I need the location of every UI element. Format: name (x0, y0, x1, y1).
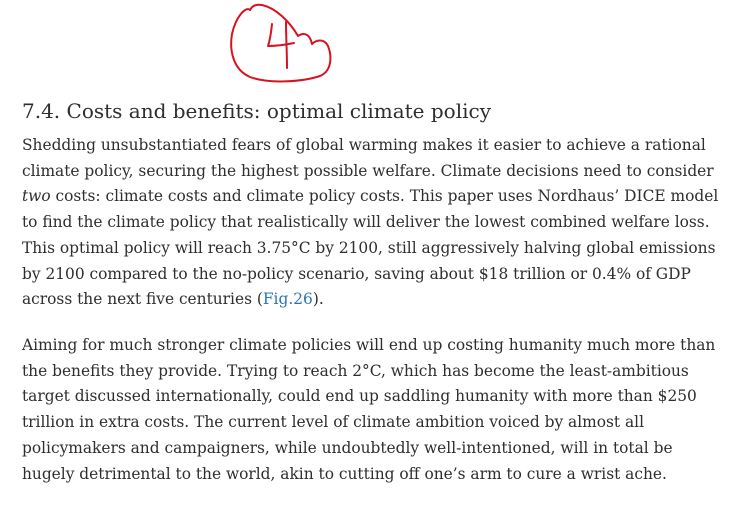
text-line: across the next five centuries (Fig.26). (22, 287, 728, 313)
text-line: by 2100 compared to the no-policy scenar… (22, 264, 691, 283)
text-line: hugely detrimental to the world, akin to… (22, 464, 667, 483)
text-line: target discussed internationally, could … (22, 387, 697, 406)
text-line: to find the climate policy that realisti… (22, 213, 710, 232)
paragraph-optimal-policy: Shedding unsubstantiated fears of global… (22, 133, 728, 313)
text-line: policymakers and campaigners, while undo… (22, 438, 673, 457)
text-line: the benefits they provide. Trying to rea… (22, 361, 689, 380)
circled-number-icon (230, 3, 332, 83)
text-line: Aiming for much stronger climate policie… (22, 336, 716, 354)
section-heading: 7.4. Costs and benefits: optimal climate… (22, 99, 492, 123)
text-line: trillion in extra costs. The current lev… (22, 413, 644, 432)
text-fragment: costs: climate costs and climate policy … (50, 187, 719, 206)
text-line: two costs: climate costs and climate pol… (22, 184, 728, 210)
text-line: This optimal policy will reach 3.75°C by… (22, 238, 716, 257)
text-line: Shedding unsubstantiated fears of global… (22, 136, 706, 154)
text-line: climate policy, securing the highest pos… (22, 161, 714, 180)
text-fragment: across the next five centuries ( (22, 290, 263, 309)
emphasis-two: two (22, 187, 51, 206)
handwritten-number-annotation (224, 0, 334, 86)
text-fragment: ). (312, 290, 324, 309)
figure-26-link[interactable]: Fig.26 (262, 290, 313, 309)
paragraph-stronger-policies: Aiming for much stronger climate policie… (22, 333, 728, 487)
